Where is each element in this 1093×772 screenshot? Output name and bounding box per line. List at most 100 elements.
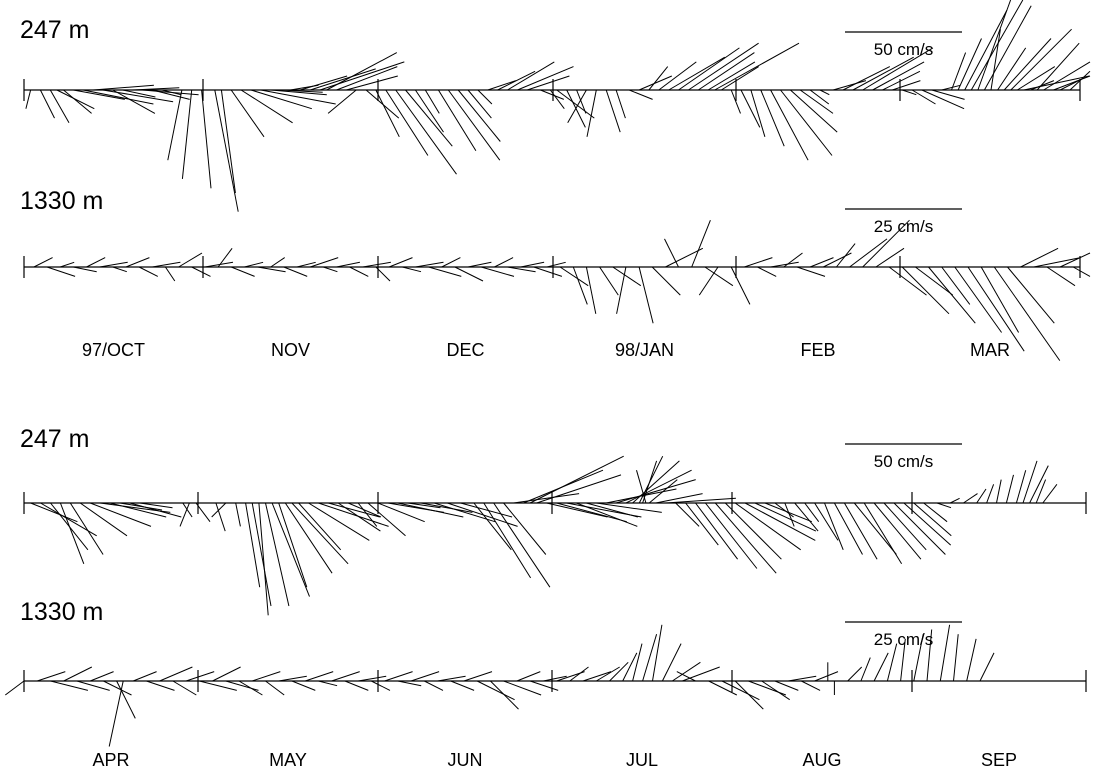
stick [331, 671, 360, 682]
stick [108, 680, 124, 747]
stick [517, 66, 574, 91]
stick [698, 266, 719, 296]
stick [936, 502, 952, 509]
depth-label: 1330 m [20, 187, 103, 215]
stick [540, 89, 564, 100]
stick [50, 680, 89, 691]
stick [503, 502, 547, 555]
stick [280, 89, 323, 93]
stick [46, 266, 76, 277]
stick [832, 80, 867, 91]
stick [265, 680, 285, 696]
month-labels: APR MAY JUN JUL AUG SEP [92, 750, 1017, 770]
stick [567, 89, 587, 124]
stick [5, 680, 25, 696]
stick [235, 502, 241, 527]
stick [238, 680, 263, 696]
stick [873, 652, 889, 682]
stick [283, 266, 308, 277]
stick [536, 474, 622, 504]
stick [146, 680, 175, 691]
stick [622, 652, 638, 682]
stick [463, 671, 493, 682]
stick [609, 661, 629, 682]
stick [270, 89, 327, 96]
stick [698, 52, 755, 91]
stick [1053, 75, 1091, 91]
stick [179, 502, 190, 527]
stick [507, 61, 555, 91]
stick [103, 680, 132, 696]
stick [814, 671, 839, 682]
stick [437, 675, 466, 682]
stick [740, 89, 761, 128]
stick [655, 493, 703, 504]
stick [993, 266, 1061, 361]
stick [833, 502, 863, 555]
stick [493, 502, 551, 588]
stick [893, 502, 946, 555]
stick [546, 502, 608, 518]
stick [783, 252, 803, 268]
stick [849, 238, 888, 268]
stick [73, 266, 97, 273]
stick [780, 89, 833, 156]
stick [599, 266, 619, 296]
stick [862, 47, 934, 91]
stick [823, 252, 852, 268]
stick [616, 266, 627, 314]
stick [1010, 28, 1072, 91]
stick [707, 61, 756, 91]
stick [941, 266, 971, 305]
stick [915, 266, 954, 296]
stick [305, 671, 334, 682]
scale-label: 25 cm/s [874, 630, 934, 649]
stick [487, 80, 517, 91]
stick [836, 243, 856, 268]
stick [572, 266, 588, 305]
stick [125, 257, 150, 268]
stick [688, 42, 759, 91]
stick [86, 257, 106, 268]
stick [724, 502, 782, 560]
stick [420, 502, 473, 513]
stick [1030, 80, 1055, 91]
stick [477, 89, 493, 105]
panel-first: 247 m 50 cm/s 1330 m25 cm/s97/OCT NOV DEC 98/… [20, 0, 1091, 361]
stick [842, 66, 891, 91]
stick [257, 266, 286, 273]
stick [494, 257, 514, 268]
stick [1046, 266, 1076, 287]
stick [133, 671, 157, 682]
stick [428, 266, 462, 277]
stick [371, 680, 391, 691]
stick [1015, 470, 1027, 504]
month-label: DEC [446, 340, 484, 360]
stick [513, 493, 580, 504]
month-label: JUN [448, 750, 483, 770]
stick [804, 502, 820, 522]
stick [596, 502, 662, 513]
track-247-m: 247 m 50 cm/s [20, 0, 1091, 212]
stick [437, 89, 477, 152]
stick [980, 266, 1020, 333]
stick [69, 502, 104, 555]
month-label: MAR [970, 340, 1010, 360]
stick [39, 89, 55, 119]
stick [159, 666, 193, 682]
stick [911, 89, 936, 105]
stick [714, 502, 777, 574]
stick [770, 261, 799, 268]
stick [116, 680, 136, 719]
stick [1023, 75, 1090, 91]
stick [112, 266, 127, 273]
stick [457, 89, 501, 142]
stick [271, 502, 310, 597]
stick [1043, 61, 1091, 91]
stick [63, 89, 92, 114]
stick [615, 479, 696, 504]
stick [83, 89, 154, 105]
current-sticks [25, 0, 1091, 212]
stick [1033, 257, 1081, 268]
